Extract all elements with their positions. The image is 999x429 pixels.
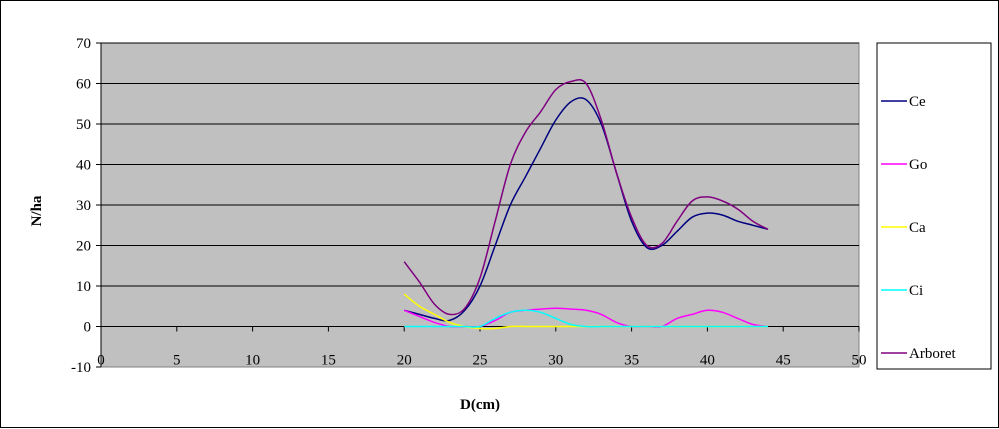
y-tick-label: 30 — [76, 198, 91, 214]
x-tick-label: 5 — [173, 353, 181, 369]
x-tick-label: 35 — [624, 353, 639, 369]
x-axis-title: D(cm) — [460, 397, 500, 413]
y-axis-title: N/ha — [29, 195, 45, 226]
legend-label-ce: Ce — [909, 94, 926, 110]
x-tick-label: 40 — [700, 353, 715, 369]
x-tick-label: 0 — [97, 353, 105, 369]
x-tick-label: 25 — [473, 353, 488, 369]
y-tick-label: 50 — [76, 117, 91, 133]
x-tick-label: 45 — [776, 353, 791, 369]
y-tick-label: 10 — [76, 279, 91, 295]
y-tick-label: -10 — [71, 360, 91, 376]
y-tick-label: 60 — [76, 77, 91, 93]
x-tick-label: 20 — [397, 353, 412, 369]
legend-label-go: Go — [909, 157, 927, 173]
x-tick-label: 30 — [548, 353, 563, 369]
x-tick-label: 50 — [852, 353, 867, 369]
legend-label-arboret: Arboret — [909, 346, 956, 362]
legend-label-ci: Ci — [909, 283, 923, 299]
x-tick-label: 15 — [321, 353, 336, 369]
y-tick-label: 0 — [84, 320, 92, 336]
y-tick-label: 20 — [76, 239, 91, 255]
y-tick-label: 40 — [76, 158, 91, 174]
series-line-ci — [404, 309, 768, 328]
legend — [876, 42, 992, 370]
series-line-ce — [403, 97, 769, 322]
x-tick-label: 10 — [245, 353, 260, 369]
legend-label-ca: Ca — [909, 220, 926, 236]
series-line-arboret — [403, 78, 769, 316]
y-tick-label: 70 — [76, 36, 91, 52]
